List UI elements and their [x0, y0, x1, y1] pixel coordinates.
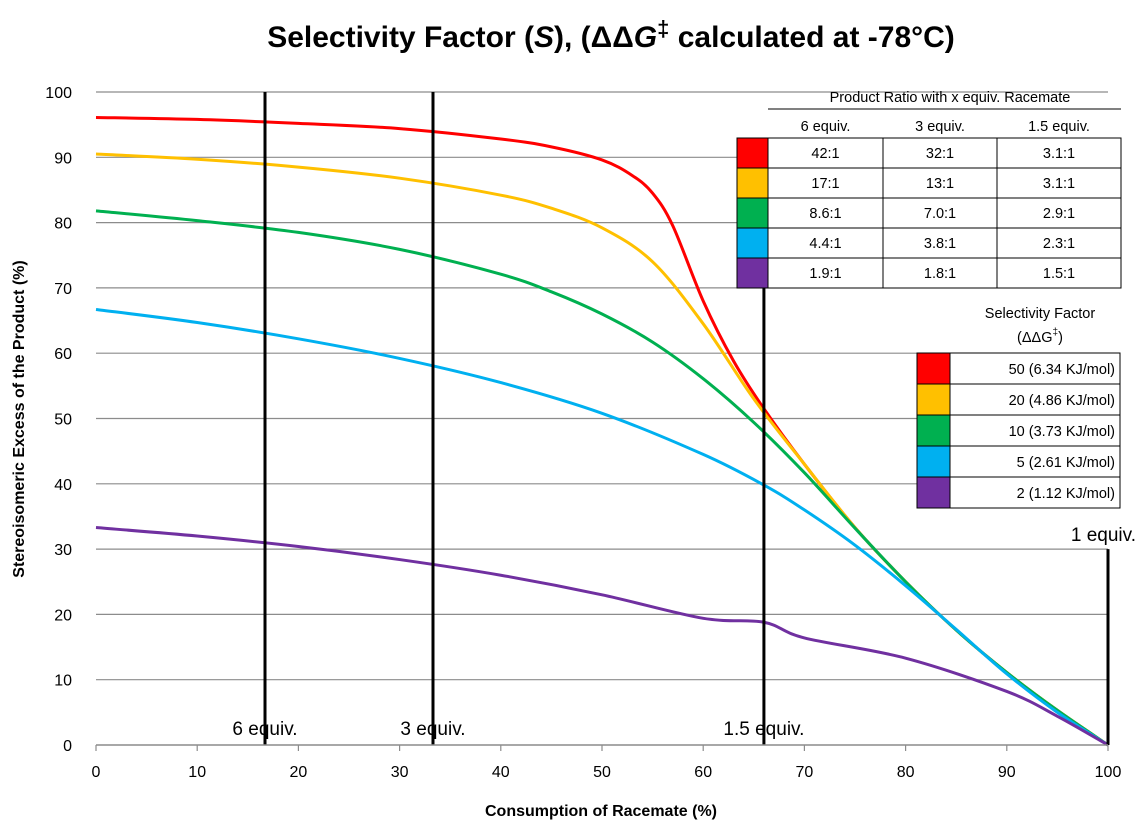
table-cell: 8.6:1: [809, 206, 841, 222]
product-ratio-table: Product Ratio with x equiv. Racemate 6 eq…: [736, 90, 1137, 289]
legend-entry-label: 5 (2.61 KJ/mol): [1017, 455, 1115, 471]
x-tick-label: 50: [593, 764, 611, 781]
legend-swatch: [916, 352, 951, 385]
y-tick-label: 0: [63, 738, 72, 755]
table-row-swatch: [736, 257, 769, 289]
legend: Selectivity Factor (ΔΔG‡) 50 (6.34 KJ/mol)…: [916, 306, 1121, 509]
legend-entry-bg: [949, 445, 1121, 478]
x-tick-label: 80: [897, 764, 915, 781]
y-tick-label: 60: [54, 346, 72, 363]
table-cell: 1.8:1: [924, 266, 956, 282]
legend-swatch: [916, 383, 951, 416]
table-col-header: 6 equiv.: [801, 119, 851, 135]
legend-entry-bg: [949, 476, 1121, 509]
legend-swatch: [916, 414, 951, 447]
y-tick-label: 20: [54, 607, 72, 624]
table-cell-bg: [767, 137, 884, 169]
table-row-swatch: [736, 137, 769, 169]
table-cell-bg: [767, 227, 884, 259]
table-col-header: 3 equiv.: [915, 119, 965, 135]
legend-entry-label: 20 (4.86 KJ/mol): [1009, 393, 1115, 409]
legend-entry-bg: [949, 352, 1121, 385]
legend-subtitle: (ΔΔG‡): [1017, 327, 1063, 346]
table-row-swatch: [736, 227, 769, 259]
x-tick-label: 70: [796, 764, 814, 781]
x-tick-label: 10: [188, 764, 206, 781]
series-line-s5: [95, 307, 1109, 747]
y-tick-label: 70: [54, 281, 72, 298]
x-tick-label: 90: [998, 764, 1016, 781]
series-line-s2: [95, 526, 1109, 747]
table-cell: 2.3:1: [1043, 236, 1075, 252]
x-tick-label: 60: [694, 764, 712, 781]
table-cell-bg: [882, 167, 998, 199]
legend-entry-label: 10 (3.73 KJ/mol): [1009, 424, 1115, 440]
table-row-swatch: [736, 197, 769, 229]
table-cell-bg: [882, 257, 998, 289]
table-row-swatch: [736, 167, 769, 199]
table-cell: 32:1: [926, 146, 954, 162]
y-tick-label: 10: [54, 673, 72, 690]
marker-label: 6 equiv.: [232, 719, 297, 740]
chart-title: Selectivity Factor (S), (ΔΔG‡ calculated…: [267, 16, 955, 54]
y-tick-label: 100: [45, 85, 72, 102]
table-cell: 2.9:1: [1043, 206, 1075, 222]
table-cell: 42:1: [811, 146, 839, 162]
table-cell-bg: [996, 167, 1122, 199]
table-cell: 4.4:1: [809, 236, 841, 252]
table-cell: 3.1:1: [1043, 146, 1075, 162]
table-cell: 17:1: [811, 176, 839, 192]
y-tick-label: 80: [54, 216, 72, 233]
table-col-header: 1.5 equiv.: [1028, 119, 1090, 135]
x-tick-label: 20: [290, 764, 308, 781]
table-cell-bg: [767, 197, 884, 229]
table-cell-bg: [996, 227, 1122, 259]
vertical-markers: 6 equiv. 3 equiv. 1.5 equiv. 1 equiv.: [232, 92, 1136, 745]
table-cell: 3.8:1: [924, 236, 956, 252]
y-tick-label: 90: [54, 150, 72, 167]
legend-title: Selectivity Factor: [985, 306, 1096, 322]
axes: 0 10 20 30 40 50 60 70 80 90 100 0 10 20 30 40 50 60 70 80 9…: [45, 85, 1121, 781]
legend-entry-label: 50 (6.34 KJ/mol): [1009, 362, 1115, 378]
table-cell: 7.0:1: [924, 206, 956, 222]
table-cell: 1.5:1: [1043, 266, 1075, 282]
marker-label: 3 equiv.: [400, 719, 465, 740]
table-cell: 1.9:1: [809, 266, 841, 282]
legend-entry-bg: [949, 383, 1121, 416]
legend-swatch: [916, 476, 951, 509]
table-cell: 13:1: [926, 176, 954, 192]
y-axis-title: Stereoisomeric Excess of the Product (%): [11, 260, 28, 577]
legend-entry-label: 2 (1.12 KJ/mol): [1017, 486, 1115, 502]
x-tick-label: 30: [391, 764, 409, 781]
marker-label: 1 equiv.: [1071, 525, 1136, 546]
x-tick-label: 0: [92, 764, 101, 781]
table-cell-bg: [996, 137, 1122, 169]
table-cell-bg: [767, 257, 884, 289]
table-heading: Product Ratio with x equiv. Racemate: [830, 90, 1071, 106]
y-tick-label: 40: [54, 477, 72, 494]
x-tick-label: 100: [1095, 764, 1122, 781]
x-axis-title: Consumption of Racemate (%): [485, 803, 717, 820]
table-cell-bg: [996, 257, 1122, 289]
legend-swatch: [916, 445, 951, 478]
table-cell-bg: [996, 197, 1122, 229]
y-tick-label: 50: [54, 412, 72, 429]
table-cell: 3.1:1: [1043, 176, 1075, 192]
series-lines: [95, 115, 1109, 747]
marker-label: 1.5 equiv.: [723, 719, 804, 740]
legend-entry-bg: [949, 414, 1121, 447]
y-tick-label: 30: [54, 542, 72, 559]
x-tick-label: 40: [492, 764, 510, 781]
table-cell-bg: [767, 167, 884, 199]
